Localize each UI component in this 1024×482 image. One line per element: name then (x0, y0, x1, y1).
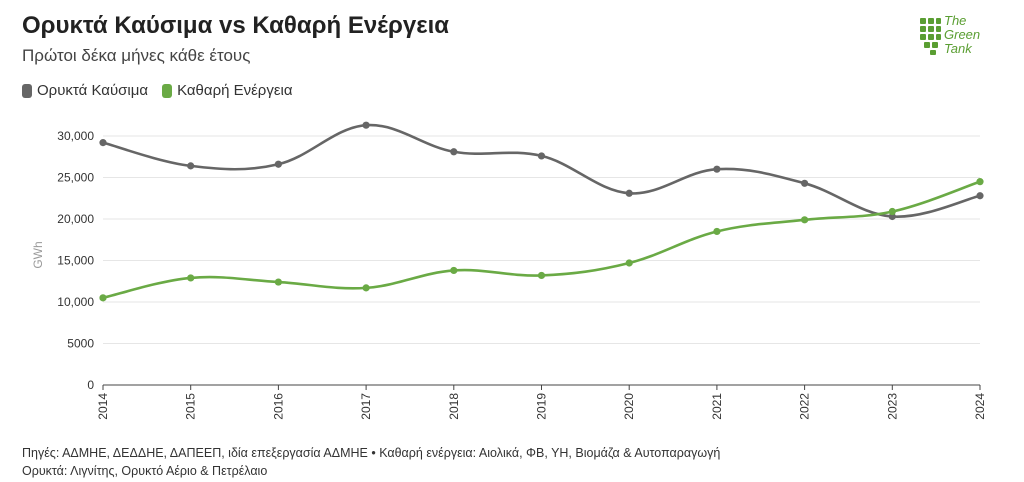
legend: Ορυκτά Καύσιμα Καθαρή Ενέργεια (22, 82, 293, 99)
data-point-1[interactable] (537, 271, 546, 280)
data-point-0[interactable] (450, 148, 458, 156)
series-line-1 (102, 180, 981, 300)
data-point-1[interactable] (713, 227, 721, 236)
x-tick-label: 2019 (535, 393, 549, 420)
series-points (99, 121, 984, 302)
y-tick-label: 20,000 (57, 212, 94, 226)
green-tank-logo-icon (920, 18, 941, 55)
data-point-0[interactable] (625, 189, 633, 197)
x-tick-label: 2018 (447, 393, 461, 420)
legend-swatch-fossil (22, 83, 32, 98)
data-point-0[interactable] (99, 139, 107, 147)
data-point-1[interactable] (450, 266, 458, 275)
x-axis: 2014 2015 2016 2017 2018 2019 2020 2021 2022 2023… (96, 385, 987, 420)
data-point-0[interactable] (801, 179, 809, 187)
data-point-0[interactable] (537, 152, 546, 160)
logo-text-tank: Tank (944, 41, 972, 56)
chart-title: Ορυκτά Καύσιμα vs Καθαρή Ενέργεια (22, 12, 450, 39)
x-tick-label: 2016 (271, 393, 285, 420)
y-tick-label: 15,000 (57, 254, 94, 268)
logo-text-the: The (944, 13, 967, 28)
legend-label-clean: Καθαρή Ενέργεια (177, 82, 293, 99)
data-point-1[interactable] (976, 178, 984, 186)
x-tick-label: 2015 (184, 393, 198, 420)
footer-sources: Πηγές: ΑΔΜΗΕ, ΔΕΔΔΗΕ, ΔΑΠΕΕΠ, ιδία επεξε… (22, 446, 721, 460)
y-tick-label: 30,000 (57, 129, 94, 143)
x-tick-label: 2023 (885, 393, 899, 420)
data-point-0[interactable] (362, 121, 370, 129)
legend-item-fossil[interactable]: Ορυκτά Καύσιμα (22, 82, 148, 99)
x-tick-label: 2020 (622, 393, 636, 420)
series-line-0 (102, 123, 981, 218)
data-point-1[interactable] (362, 284, 370, 292)
x-tick-label: 2022 (798, 393, 812, 420)
y-tick-label: 25,000 (57, 171, 94, 185)
logo-text: The Green Tank (944, 14, 980, 56)
y-tick-label: 0 (87, 378, 94, 392)
data-point-0[interactable] (888, 212, 896, 221)
data-point-1[interactable] (801, 216, 809, 224)
grid-lines (103, 135, 980, 386)
data-point-0[interactable] (274, 160, 282, 168)
data-point-1[interactable] (274, 278, 282, 286)
data-point-1[interactable] (187, 274, 195, 282)
footer-notes: Πηγές: ΑΔΜΗΕ, ΔΕΔΔΗΕ, ΔΑΠΕΕΠ, ιδία επεξε… (22, 444, 720, 480)
y-tick-label: 5000 (67, 337, 94, 351)
x-tick-label: 2024 (973, 393, 987, 420)
chart-subtitle: Πρώτοι δέκα μήνες κάθε έτους (22, 46, 251, 65)
data-point-1[interactable] (888, 207, 896, 216)
legend-item-clean[interactable]: Καθαρή Ενέργεια (162, 82, 293, 99)
x-tick-label: 2014 (96, 393, 110, 420)
legend-label-fossil: Ορυκτά Καύσιμα (37, 82, 149, 99)
x-tick-label: 2021 (710, 393, 724, 420)
y-tick-label: 10,000 (57, 295, 94, 309)
logo-text-green: Green (944, 27, 981, 42)
data-point-1[interactable] (625, 259, 633, 267)
data-point-0[interactable] (976, 192, 984, 200)
y-axis-title: GWh (31, 241, 45, 268)
footer-fossil-note: Ορυκτά: Λιγνίτης, Ορυκτό Αέριο & Πετρέλα… (22, 464, 268, 478)
legend-swatch-clean (162, 83, 173, 98)
y-axis-ticks: 0 5000 10,000 15,000 20,000 25,000 30,000 (57, 129, 94, 392)
data-point-1[interactable] (99, 294, 107, 302)
data-point-0[interactable] (187, 162, 195, 170)
x-tick-label: 2017 (359, 393, 373, 420)
data-point-0[interactable] (713, 165, 721, 173)
